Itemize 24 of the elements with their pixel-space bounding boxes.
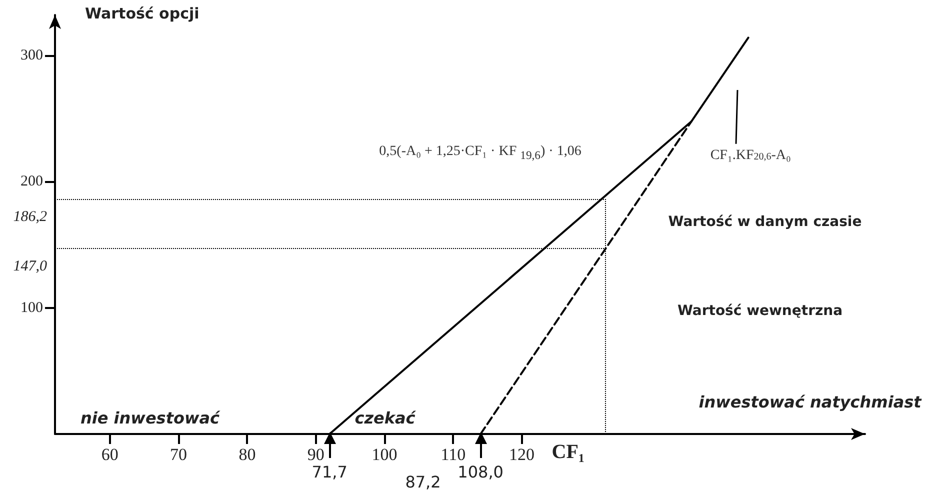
x-tick-label: 80 — [238, 445, 256, 464]
annotation: inwestować natychmiast — [698, 392, 923, 412]
x-tick-label: 120 — [509, 445, 535, 464]
ref-line-label: 186,2 — [13, 209, 48, 226]
x-tick-label: 110 — [440, 445, 466, 464]
y-tick-label: 200 — [20, 174, 43, 190]
annotation: czekać — [354, 408, 417, 428]
annotation: nie inwestować — [80, 408, 222, 428]
annotation: Wartość wewnętrzna — [677, 303, 843, 319]
x-tick-label: 60 — [101, 445, 118, 464]
y-tick-label: 300 — [20, 47, 43, 64]
x-tick-label: 70 — [170, 445, 188, 464]
x-tick-label: 90 — [307, 445, 324, 464]
annotation: Wartość w danym czasie — [668, 214, 862, 230]
y-axis-title: Wartość opcji — [85, 4, 200, 22]
text: CF₁.KF20,6-A₀ — [710, 148, 792, 164]
annotation: 71,7 — [312, 462, 348, 482]
text: 87,2 — [405, 472, 441, 492]
y-tick-label: 100 — [20, 300, 43, 316]
annotation: 108,0 — [458, 462, 504, 482]
x-tick-label: 100 — [372, 445, 398, 464]
x-axis-title: CF₁ — [552, 441, 584, 463]
text: 0,5(-A₀ + 1,25·CF₁ · KF $_{19,6}$) · 1,06 — [379, 144, 582, 162]
ref-line-label: 147,0 — [13, 258, 48, 274]
